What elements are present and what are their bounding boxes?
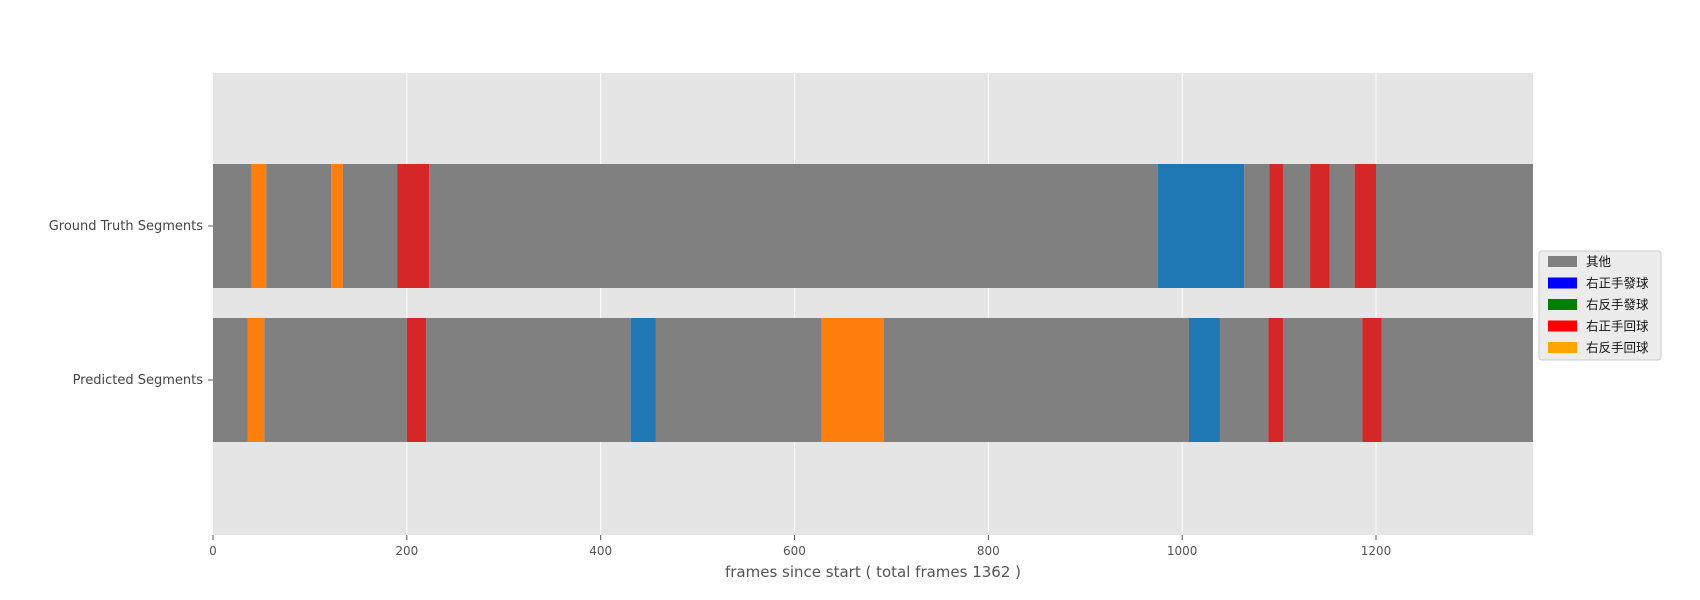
segment-bar-predicted-14 <box>1381 318 1533 442</box>
legend-swatch-1 <box>1548 277 1577 289</box>
segment-bar-predicted-2 <box>264 318 407 442</box>
legend-label-3: 右正手回球 <box>1586 319 1649 334</box>
x-tick-label-1000: 1000 <box>1167 544 1198 558</box>
segment-bar-ground-truth-14 <box>1375 164 1533 288</box>
y-row-label-0: Ground Truth Segments <box>49 219 204 234</box>
y-row-label-1: Predicted Segments <box>73 373 204 388</box>
legend-label-0: 其他 <box>1586 254 1612 269</box>
x-axis-label: frames since start ( total frames 1362 ) <box>725 563 1021 581</box>
legend-swatch-2 <box>1548 299 1577 310</box>
segment-bar-ground-truth-1 <box>251 164 267 288</box>
segment-bars <box>213 164 1533 442</box>
y-axis-labels: Ground Truth Segments Predicted Segments <box>49 219 213 388</box>
x-tick-label-800: 800 <box>977 544 1000 558</box>
legend-swatch-0 <box>1548 256 1577 267</box>
legend-label-1: 右正手發球 <box>1586 276 1649 291</box>
x-tick-label-400: 400 <box>589 544 612 558</box>
segment-bar-predicted-0 <box>213 318 248 442</box>
segment-bar-ground-truth-13 <box>1354 164 1376 288</box>
segment-bar-ground-truth-12 <box>1329 164 1355 288</box>
segment-bar-predicted-10 <box>1219 318 1269 442</box>
x-tick-label-200: 200 <box>395 544 418 558</box>
plot-background <box>213 73 1533 535</box>
x-axis-ticks: 0 200 400 600 800 1000 1200 <box>209 535 1391 558</box>
grid-lines <box>406 73 1377 535</box>
segment-bar-predicted-6 <box>655 318 822 442</box>
segment-bar-ground-truth-4 <box>342 164 398 288</box>
segment-bar-predicted-8 <box>883 318 1189 442</box>
segment-bar-predicted-4 <box>426 318 631 442</box>
legend-label-4: 右反手回球 <box>1586 340 1649 355</box>
segment-bar-ground-truth-6 <box>429 164 1158 288</box>
segment-bar-predicted-5 <box>630 318 656 442</box>
x-tick-label-0: 0 <box>209 544 217 558</box>
x-tick-label-1200: 1200 <box>1361 544 1392 558</box>
x-tick-label-600: 600 <box>783 544 806 558</box>
segment-bar-ground-truth-7 <box>1157 164 1245 288</box>
segment-bar-predicted-7 <box>821 318 884 442</box>
segment-bar-ground-truth-8 <box>1244 164 1270 288</box>
segment-bar-predicted-12 <box>1282 318 1363 442</box>
segment-bar-ground-truth-5 <box>397 164 430 288</box>
segment-bar-predicted-3 <box>406 318 427 442</box>
segment-bar-ground-truth-9 <box>1269 164 1283 288</box>
segment-bar-ground-truth-10 <box>1282 164 1311 288</box>
segment-bar-predicted-11 <box>1268 318 1283 442</box>
segment-bar-ground-truth-3 <box>331 164 343 288</box>
segment-bar-predicted-13 <box>1362 318 1382 442</box>
legend-swatch-3 <box>1548 320 1577 332</box>
segment-bar-predicted-1 <box>247 318 265 442</box>
segment-bar-ground-truth-2 <box>266 164 332 288</box>
legend-swatch-4 <box>1548 342 1577 353</box>
segment-bar-predicted-9 <box>1188 318 1220 442</box>
segment-bar-ground-truth-11 <box>1310 164 1330 288</box>
legend-label-2: 右反手發球 <box>1586 297 1649 312</box>
segment-bar-ground-truth-0 <box>213 164 252 288</box>
